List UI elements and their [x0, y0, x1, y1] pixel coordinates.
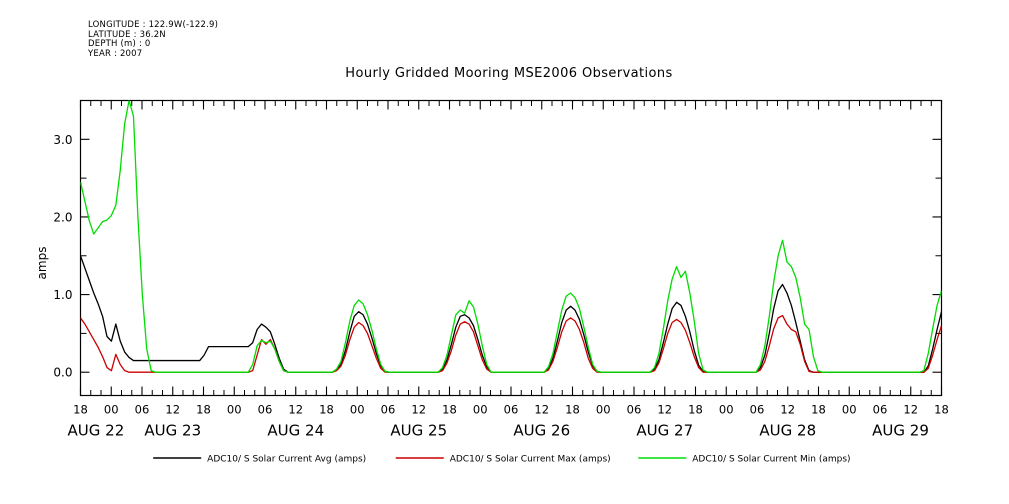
x-day-label: AUG 22: [68, 422, 125, 440]
x-hour-label: 00: [719, 403, 734, 417]
x-day-label: AUG 26: [513, 422, 570, 440]
x-hour-label: 06: [627, 403, 642, 417]
legend-item: ADC10/ S Solar Current Min (amps): [638, 455, 851, 465]
x-hour-label: 00: [473, 403, 488, 417]
x-hour-label: 00: [104, 403, 119, 417]
plot-frame: [79, 99, 943, 397]
x-hour-label: 00: [842, 403, 857, 417]
x-hour-label: 18: [73, 403, 88, 417]
y-tick-label: 3.0: [53, 133, 72, 147]
x-hour-label: 00: [350, 403, 365, 417]
x-hour-label: 18: [811, 403, 826, 417]
x-hour-label: 12: [411, 403, 426, 417]
x-day-label: AUG 25: [390, 422, 447, 440]
legend-item: ADC10/ S Solar Current Max (amps): [395, 455, 611, 465]
latitude-text: LATITUDE : 36.2N: [88, 29, 166, 40]
x-hour-label: 18: [565, 403, 580, 417]
x-day-label: AUG 27: [636, 422, 693, 440]
x-hour-label: 18: [196, 403, 211, 417]
x-hour-label: 12: [165, 403, 180, 417]
data-series-group: [80, 100, 942, 373]
x-hour-label: 00: [227, 403, 242, 417]
x-day-label: AUG 24: [267, 422, 324, 440]
legend-label: ADC10/ S Solar Current Max (amps): [450, 455, 611, 465]
x-hour-label: 06: [873, 403, 888, 417]
chart-title: Hourly Gridded Mooring MSE2006 Observati…: [345, 66, 672, 81]
series-line: [80, 255, 942, 373]
x-day-label: AUG 29: [872, 422, 929, 440]
x-hour-label: 18: [442, 403, 457, 417]
series-line: [80, 100, 942, 373]
legend-label: ADC10/ S Solar Current Min (amps): [692, 455, 850, 465]
x-hour-label: 18: [688, 403, 703, 417]
x-hour-label: 12: [657, 403, 672, 417]
x-hour-label: 12: [780, 403, 795, 417]
x-hour-label: 12: [288, 403, 303, 417]
station-metadata: LONGITUDE : 122.9W(-122.9) LATITUDE : 36…: [88, 20, 219, 59]
x-hour-label: 06: [381, 403, 396, 417]
year-text: YEAR : 2007: [88, 48, 143, 59]
x-hour-label: 18: [934, 403, 949, 417]
x-hour-label: 12: [903, 403, 918, 417]
y-axis-title: amps: [35, 247, 49, 280]
x-day-label: AUG 28: [759, 422, 816, 440]
x-day-label: AUG 23: [144, 422, 201, 440]
x-hour-label: 18: [319, 403, 334, 417]
series-line: [80, 314, 942, 373]
y-tick-label: 2.0: [53, 210, 72, 224]
x-hour-label: 06: [258, 403, 273, 417]
y-tick-label: 1.0: [53, 288, 72, 302]
x-hour-label: 12: [534, 403, 549, 417]
x-axis-day-labels: AUG 22 AUG 23 AUG 24 AUG 25 AUG 26 AUG 27 AUG …: [68, 422, 929, 440]
x-axis-hour-labels: 18 00 06 12 18 00 06 12 18 00 06 12 18 00 06 12 18 00 06 12…: [73, 403, 949, 417]
y-tick-label: 0.0: [53, 366, 72, 380]
depth-text: DEPTH (m) : 0: [88, 39, 151, 50]
x-hour-label: 06: [135, 403, 150, 417]
chart-legend: ADC10/ S Solar Current Avg (amps) ADC10/ …: [153, 455, 851, 465]
x-hour-label: 00: [596, 403, 611, 417]
x-hour-label: 06: [504, 403, 519, 417]
x-axis-ticks: [79, 100, 943, 396]
x-hour-label: 06: [750, 403, 765, 417]
legend-item: ADC10/ S Solar Current Avg (amps): [153, 455, 366, 465]
legend-label: ADC10/ S Solar Current Avg (amps): [207, 455, 366, 465]
longitude-text: LONGITUDE : 122.9W(-122.9): [88, 20, 219, 30]
y-axis-ticks: 0.0 1.0 2.0 3.0: [53, 100, 942, 380]
